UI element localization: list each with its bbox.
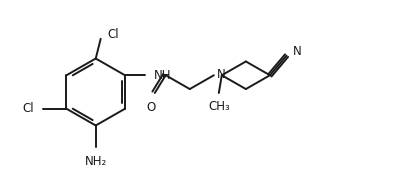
Text: CH₃: CH₃ [208, 100, 230, 113]
Text: NH₂: NH₂ [85, 155, 107, 168]
Text: N: N [292, 45, 301, 58]
Text: NH: NH [154, 69, 171, 82]
Text: N: N [217, 68, 226, 81]
Text: Cl: Cl [107, 28, 119, 41]
Text: Cl: Cl [22, 102, 34, 115]
Text: O: O [146, 101, 156, 114]
